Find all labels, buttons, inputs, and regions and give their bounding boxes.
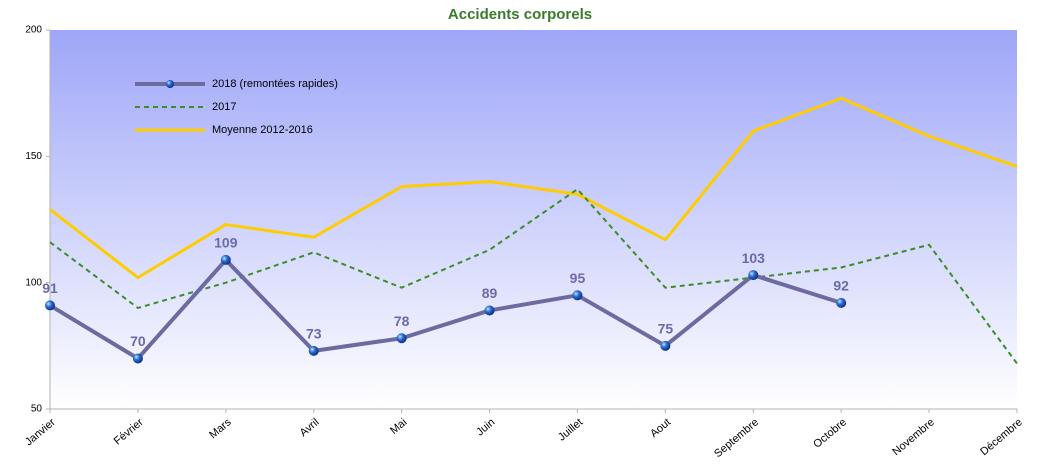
x-tick-label: Juillet xyxy=(556,416,585,443)
data-label: 92 xyxy=(833,278,849,294)
marker xyxy=(308,345,319,356)
x-tick-label: Octobre xyxy=(811,416,849,450)
series-line xyxy=(49,96,1018,280)
y-tick-label: 50 xyxy=(31,404,43,415)
data-label: 89 xyxy=(482,285,498,301)
marker xyxy=(660,340,671,351)
marker xyxy=(132,353,143,364)
data-label: 103 xyxy=(742,250,766,266)
y-tick-label: 200 xyxy=(25,25,42,36)
x-tick-label: Aout xyxy=(648,416,673,440)
x-tick-label: Décembre xyxy=(978,416,1025,458)
x-tick-label: Mars xyxy=(207,416,234,441)
chart-title: Accidents corporels xyxy=(448,6,592,23)
x-tick-label: Novembre xyxy=(890,416,937,458)
x-tick-label: Juin xyxy=(474,416,497,438)
data-label: 91 xyxy=(42,280,58,296)
data-label: 95 xyxy=(570,270,586,286)
marker xyxy=(836,297,847,308)
data-label: 70 xyxy=(130,333,146,349)
series-line xyxy=(48,257,842,361)
x-tick-label: Janvier xyxy=(23,416,58,448)
data-label: 78 xyxy=(394,313,410,329)
data-label: 75 xyxy=(658,321,674,337)
marker xyxy=(220,254,231,265)
y-tick-label: 100 xyxy=(25,277,42,288)
y-tick-label: 150 xyxy=(25,151,42,162)
legend-label: 2017 xyxy=(212,101,236,113)
marker xyxy=(45,300,55,311)
x-tick-label: Septembre xyxy=(712,416,761,460)
legend-marker xyxy=(166,80,174,88)
x-tick-label: Avril xyxy=(298,416,322,439)
x-tick-label: Mai xyxy=(388,416,409,437)
marker xyxy=(572,290,583,301)
plot-area xyxy=(50,30,1017,409)
x-tick-label: Février xyxy=(112,416,146,447)
marker xyxy=(484,305,495,316)
data-label: 73 xyxy=(306,326,322,342)
marker xyxy=(396,333,407,344)
legend-label: 2018 (remontées rapides) xyxy=(212,78,338,90)
marker xyxy=(748,270,759,281)
data-label: 109 xyxy=(214,235,238,251)
legend-label: Moyenne 2012-2016 xyxy=(212,124,313,136)
